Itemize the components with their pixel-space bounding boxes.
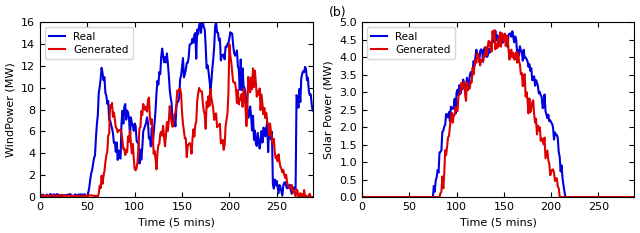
Legend: Real, Generated: Real, Generated (367, 27, 455, 59)
Generated (225, 43, 233, 46)
Generated (630, 196, 638, 199)
Line: Real: Real (40, 22, 312, 197)
Generated (294, 196, 302, 199)
Real (308, 109, 316, 112)
Generated (490, 29, 498, 32)
Generated (449, 121, 456, 124)
Real (371, 196, 378, 199)
Real (77, 193, 84, 196)
Real (128, 122, 136, 125)
Real (39, 193, 47, 196)
Generated (36, 194, 44, 197)
Generated (399, 196, 406, 199)
Generated (361, 196, 369, 199)
Real (361, 196, 369, 199)
Real (196, 21, 204, 24)
Line: Generated: Generated (362, 30, 634, 197)
Generated (574, 196, 582, 199)
Legend: Real, Generated: Real, Generated (45, 27, 133, 59)
Generated (127, 142, 135, 145)
Real (449, 107, 456, 110)
Text: (b): (b) (329, 6, 347, 19)
X-axis label: Time (5 mins): Time (5 mins) (138, 217, 215, 227)
Y-axis label: WindPower (MW): WindPower (MW) (6, 62, 15, 157)
Real (253, 144, 260, 147)
Real (170, 124, 177, 127)
Generated (49, 194, 56, 197)
X-axis label: Time (5 mins): Time (5 mins) (460, 217, 536, 227)
Real (399, 196, 406, 199)
Generated (39, 194, 47, 197)
Line: Generated: Generated (40, 44, 312, 197)
Generated (371, 196, 378, 199)
Generated (169, 125, 177, 128)
Real (36, 193, 44, 196)
Real (630, 196, 638, 199)
Generated (252, 81, 260, 84)
Real (358, 196, 365, 199)
Generated (492, 48, 499, 51)
Real (490, 39, 498, 42)
Y-axis label: Solar Power (MW): Solar Power (MW) (324, 60, 333, 159)
Generated (308, 196, 316, 199)
Real (574, 196, 582, 199)
Real (49, 194, 56, 197)
Real (84, 196, 92, 199)
Line: Real: Real (362, 31, 634, 197)
Real (492, 29, 499, 32)
Generated (358, 196, 365, 199)
Generated (77, 195, 84, 198)
